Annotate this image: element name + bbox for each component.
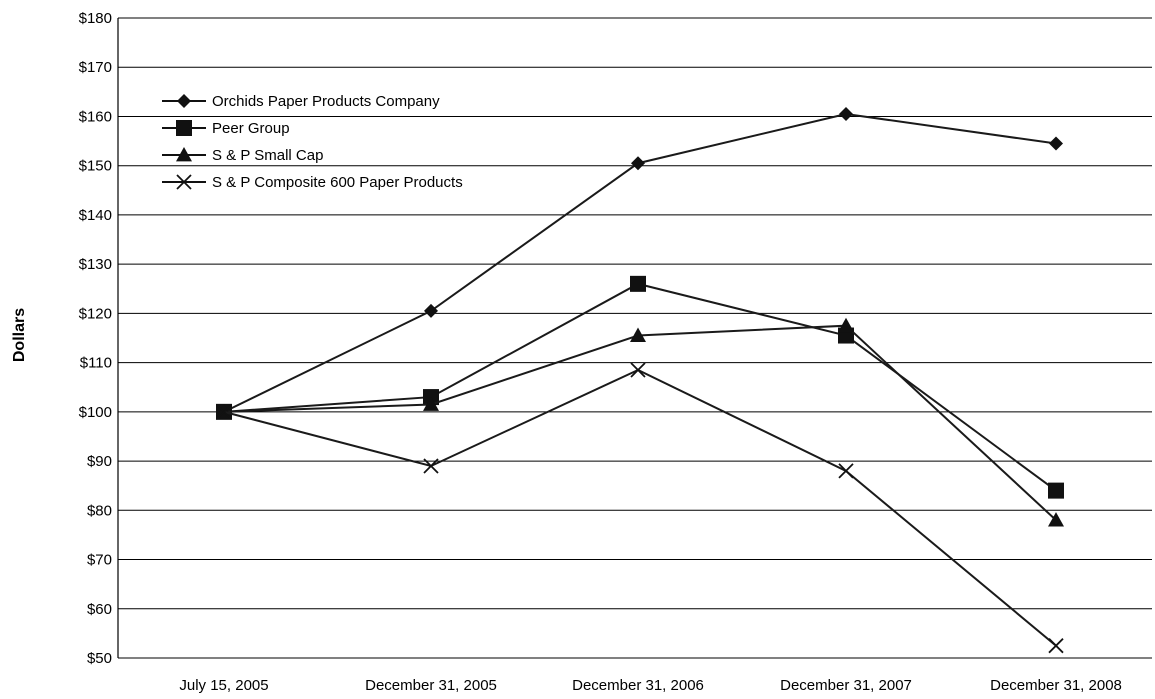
legend-marker	[176, 147, 192, 162]
legend-item: Orchids Paper Products Company	[162, 93, 440, 110]
y-tick-labels: $50 $60 $70 $80 $90 $100 $110 $120 $130 $140 $150 $…	[79, 10, 112, 667]
series	[216, 107, 1064, 654]
data-point	[1049, 136, 1063, 151]
x-marker-stroke	[630, 362, 646, 378]
x-tick-label: December 31, 2005	[365, 677, 497, 694]
legend-marker	[176, 120, 192, 136]
data-point	[838, 317, 854, 333]
data-point	[424, 303, 438, 318]
y-tick-label: $130	[79, 256, 112, 273]
y-tick-label: $70	[87, 552, 112, 569]
y-axis-label: Dollars	[11, 308, 28, 362]
y-tick-label: $50	[87, 650, 112, 667]
y-tick-label: $150	[79, 158, 112, 175]
series-line	[223, 282, 1057, 492]
data-point	[216, 404, 232, 420]
y-tick-label: $90	[87, 453, 112, 470]
legend-label: S & P Composite 600 Paper Products	[212, 174, 463, 191]
x-tick-label: December 31, 2008	[990, 677, 1122, 694]
y-tick-label: $80	[87, 502, 112, 519]
series-line	[223, 324, 1057, 521]
legend-label: S & P Small Cap	[212, 147, 323, 164]
y-tick-label: $160	[79, 108, 112, 125]
legend: Orchids Paper Products Company Peer Group…	[162, 93, 463, 191]
x-marker-stroke	[1048, 638, 1064, 654]
data-point	[423, 396, 439, 411]
x-marker-stroke	[838, 463, 854, 479]
data-point	[630, 275, 646, 292]
legend-marker	[177, 94, 191, 108]
y-tick-label: $60	[87, 601, 112, 618]
x-tick-label: July 15, 2005	[179, 677, 268, 694]
data-point	[423, 458, 439, 474]
grid	[117, 17, 1152, 659]
legend-item: S & P Composite 600 Paper Products	[162, 174, 463, 191]
x-tick-label: December 31, 2006	[572, 677, 704, 694]
y-tick-label: $170	[79, 59, 112, 76]
data-point	[1048, 512, 1064, 527]
y-tick-label: $180	[79, 10, 112, 27]
data-point	[839, 107, 853, 121]
data-point	[1048, 638, 1064, 654]
data-point	[630, 327, 646, 342]
x-tick-label: December 31, 2007	[780, 677, 912, 694]
legend-marker	[176, 174, 192, 190]
x-marker-stroke	[216, 404, 232, 420]
y-tick-label: $110	[80, 355, 112, 372]
legend-item: S & P Small Cap	[162, 147, 323, 164]
legend-label: Peer Group	[212, 120, 290, 137]
data-point	[838, 463, 854, 479]
y-tick-label: $120	[79, 305, 112, 322]
legend-label: Orchids Paper Products Company	[212, 93, 440, 110]
y-tick-label: $140	[79, 207, 112, 224]
data-point	[1048, 482, 1064, 499]
x-marker-stroke	[423, 458, 439, 474]
y-tick-label: $100	[79, 404, 112, 421]
x-marker-stroke	[176, 174, 192, 190]
data-point	[630, 362, 646, 378]
legend-item: Peer Group	[162, 120, 290, 137]
x-tick-labels: July 15, 2005 December 31, 2005 December 3…	[179, 677, 1121, 694]
data-point	[631, 156, 645, 171]
